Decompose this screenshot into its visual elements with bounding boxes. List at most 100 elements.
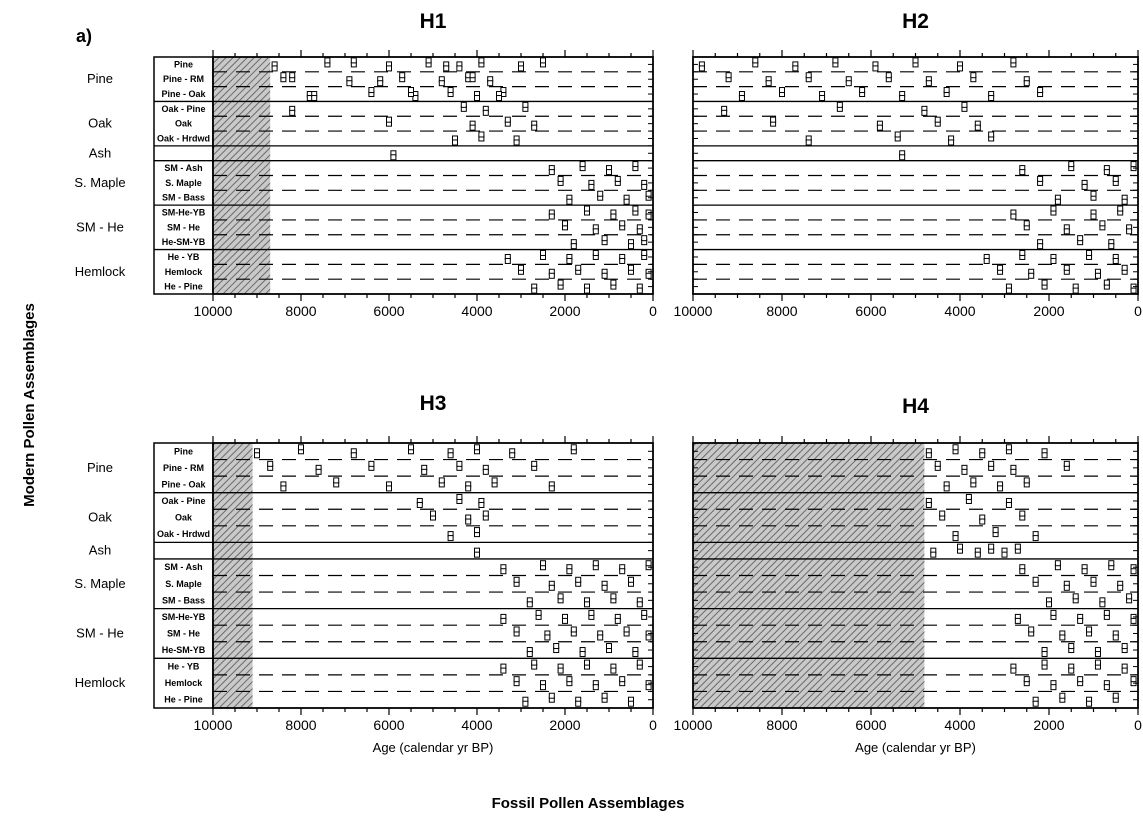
data-point	[522, 101, 529, 108]
data-point	[575, 576, 582, 583]
data-point	[988, 460, 995, 467]
panel-h2: H2 10000 8000 6000 4000 2000 0	[674, 10, 1143, 319]
data-point	[988, 95, 995, 102]
group-label: S. Maple	[74, 576, 125, 591]
data-point	[1130, 161, 1137, 168]
x-tick-label: 6000	[855, 303, 886, 319]
data-point	[805, 72, 812, 79]
data-point	[526, 651, 533, 658]
data-point	[408, 444, 414, 451]
data-point	[584, 659, 590, 666]
data-point	[819, 95, 826, 102]
subtype-label: Oak - Hrdwd	[157, 529, 210, 539]
data-point	[645, 190, 652, 197]
data-point	[482, 468, 489, 475]
data-point	[592, 560, 599, 567]
data-point	[513, 626, 520, 633]
data-point	[1010, 667, 1017, 674]
group-label: Hemlock	[75, 264, 126, 279]
subtype-label: SM - He	[167, 628, 200, 638]
data-point	[632, 161, 639, 168]
data-point	[518, 65, 524, 72]
panel-h4: H4 10000 8000 6000 4000 2000 0 Age (calendar yr…	[674, 395, 1143, 755]
data-point	[548, 584, 555, 591]
data-point	[491, 477, 498, 484]
subtype-label: Pine - Oak	[161, 479, 206, 489]
y-axis-title: Modern Pollen Assemblages	[21, 303, 38, 507]
data-point	[832, 57, 839, 64]
data-point	[478, 57, 485, 64]
data-point	[1019, 249, 1026, 256]
subtype-label: Oak - Hrdwd	[157, 133, 210, 143]
data-point	[1041, 452, 1048, 459]
data-point	[619, 676, 626, 683]
x-tick-label: 0	[1134, 717, 1142, 733]
data-point	[333, 477, 340, 484]
data-point	[1037, 87, 1044, 94]
data-point	[456, 493, 463, 500]
data-point	[997, 264, 1004, 271]
data-point	[500, 568, 507, 575]
data-point	[487, 80, 494, 87]
group-label: SM - He	[76, 219, 124, 234]
data-point	[970, 477, 977, 484]
data-point	[636, 228, 643, 235]
x-tick-label: 8000	[766, 717, 797, 733]
group-label: Pine	[87, 460, 113, 475]
group-label: S. Maple	[74, 175, 125, 190]
data-point	[1103, 684, 1110, 691]
data-point	[540, 684, 546, 691]
data-point	[350, 57, 357, 64]
data-point	[943, 485, 950, 492]
data-point	[1086, 249, 1093, 256]
subtype-label: Oak - Pine	[161, 496, 205, 506]
data-point	[619, 257, 626, 264]
data-point	[628, 243, 634, 250]
x-tick-label: 6000	[855, 717, 886, 733]
data-point	[478, 501, 485, 508]
data-point	[386, 116, 392, 123]
data-point	[584, 601, 590, 608]
data-point	[513, 676, 520, 683]
data-point	[518, 264, 524, 271]
data-point	[267, 460, 274, 467]
subtype-label: Oak	[175, 513, 193, 523]
data-point	[752, 57, 759, 64]
data-point	[1041, 659, 1048, 666]
data-point	[641, 235, 648, 242]
x-tick-label: 6000	[373, 717, 404, 733]
data-point	[1068, 643, 1075, 650]
x-tick-label: 8000	[285, 303, 316, 319]
data-point	[1054, 560, 1061, 567]
data-point	[1090, 213, 1097, 220]
data-point	[474, 551, 480, 558]
x-tick-label: 6000	[373, 303, 404, 319]
data-point	[438, 477, 445, 484]
data-point	[570, 243, 577, 250]
data-point	[952, 444, 959, 451]
data-point	[1103, 279, 1110, 286]
data-point	[592, 228, 599, 235]
data-point	[298, 444, 304, 451]
data-point	[557, 175, 564, 182]
data-point	[979, 518, 986, 525]
subtype-label: He-SM-YB	[162, 645, 206, 655]
data-point	[456, 460, 463, 467]
data-point	[460, 101, 467, 108]
subtype-label: He - YB	[168, 252, 200, 262]
data-point	[1103, 169, 1110, 176]
data-point	[939, 510, 946, 517]
data-point	[641, 249, 648, 256]
data-point	[570, 444, 577, 451]
x-axis-label: Age (calendar yr BP)	[373, 740, 494, 755]
data-point	[1023, 80, 1030, 87]
data-point	[636, 287, 643, 294]
data-point	[1050, 609, 1057, 616]
data-point	[447, 535, 454, 542]
x-tick-label: 10000	[194, 303, 233, 319]
data-point	[289, 109, 296, 116]
x-tick-label: 2000	[549, 303, 580, 319]
data-point	[628, 576, 634, 583]
data-point	[1086, 700, 1093, 707]
data-point	[465, 485, 472, 492]
